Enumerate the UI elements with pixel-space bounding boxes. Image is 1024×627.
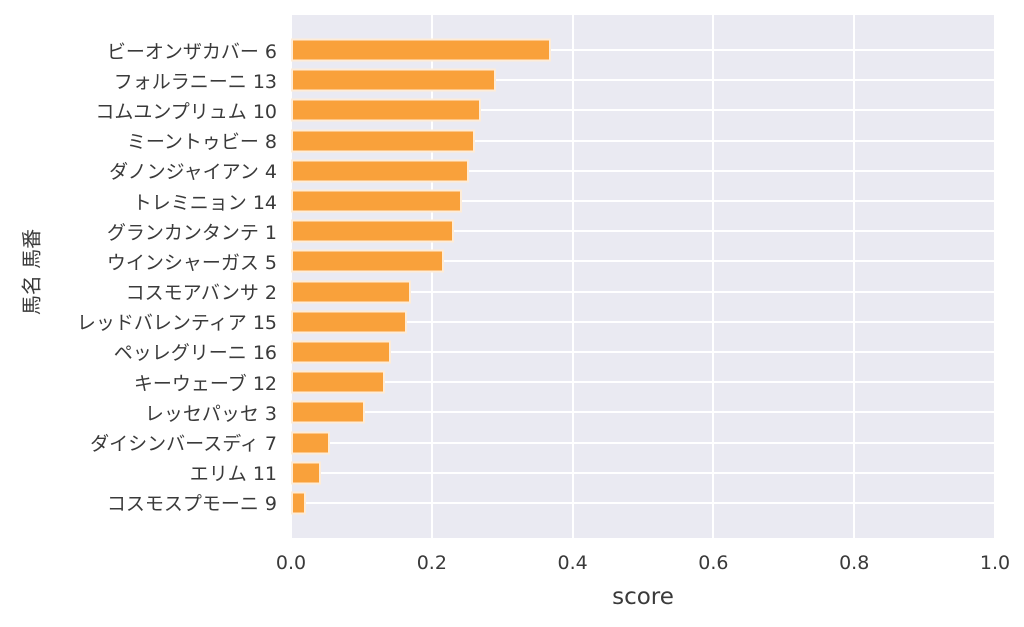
x-tick-label: 0.6 (698, 552, 729, 574)
bar (291, 400, 365, 424)
bar (291, 370, 385, 394)
bar-row (291, 246, 995, 276)
bar-row (291, 35, 995, 65)
bar (291, 340, 391, 364)
bar (291, 159, 470, 183)
bar-row (291, 216, 995, 246)
bar-row (291, 367, 995, 397)
bar (291, 491, 306, 515)
bar (291, 129, 476, 153)
bar-rows (291, 15, 995, 538)
gridline-x-1 (994, 15, 996, 538)
y-tick-label: ビーオンザカバー 6 (106, 40, 277, 63)
bar-row (291, 427, 995, 457)
y-tick-label: ウインシャーガス 5 (106, 251, 277, 274)
bar-row (291, 156, 995, 186)
y-tick-label: ダイシンバースディ 7 (90, 433, 277, 456)
y-tick-label: エリム 11 (189, 463, 277, 486)
bar (291, 431, 331, 455)
y-tick-label: レッセパッセ 3 (144, 402, 277, 425)
bar (291, 68, 496, 92)
y-tick-label: コスモスプモーニ 9 (106, 493, 277, 516)
x-tick-label: 1.0 (979, 552, 1011, 574)
y-tick-label: コムユンプリュム 10 (95, 100, 277, 123)
y-tick-label: コスモアバンサ 2 (125, 282, 277, 305)
bar-row (291, 277, 995, 307)
y-tick-label: レッドバレンティア 15 (76, 312, 277, 335)
bar-row (291, 307, 995, 337)
bar (291, 219, 455, 243)
y-tick-label: ミーントゥビー 8 (126, 131, 277, 154)
y-tick-label: キーウェーブ 12 (133, 372, 277, 395)
x-axis-label: score (612, 584, 674, 610)
x-tick-label: 0.8 (839, 552, 870, 574)
x-tick-label: 0.2 (416, 552, 447, 574)
bar (291, 280, 412, 304)
y-tick-label: トレミニョン 14 (132, 191, 277, 214)
bar-row (291, 65, 995, 95)
bar-row (291, 488, 995, 518)
bar-row (291, 126, 995, 156)
x-tick-label: 0.0 (275, 552, 307, 574)
bar-row (291, 186, 995, 216)
bar (291, 310, 408, 334)
y-tick-label: ペッレグリーニ 16 (113, 342, 277, 365)
bar-row (291, 458, 995, 488)
y-tick-labels: ビーオンザカバー 6 フォルラニーニ 13 コムユンプリュム 10 ミーントゥビー 8… (0, 15, 277, 538)
bar (291, 249, 445, 273)
bar (291, 461, 321, 485)
x-tick-label: 0.4 (557, 552, 588, 574)
plot-area (290, 15, 996, 538)
x-tick-labels: 0.0 0.2 0.4 0.6 0.8 1.0 (276, 552, 1010, 578)
bar-row (291, 397, 995, 427)
y-tick-label: フォルラニーニ 13 (113, 70, 277, 93)
bar (291, 98, 482, 122)
bar-row (291, 337, 995, 367)
y-tick-label: グランカンタンテ 1 (106, 221, 277, 244)
y-tick-label: ダノンジャイアン 4 (109, 161, 277, 184)
bar (291, 189, 463, 213)
bar-row (291, 95, 995, 125)
bar (291, 38, 551, 62)
